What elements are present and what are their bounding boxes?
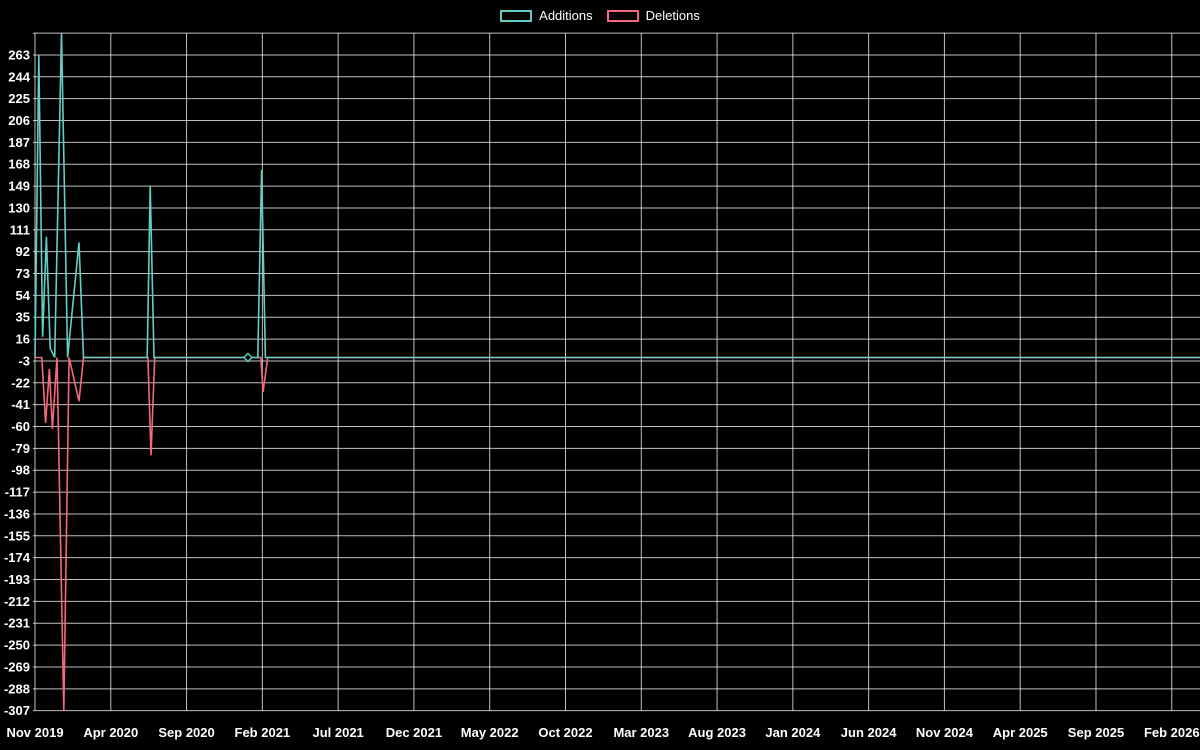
x-axis-tick-label: Aug 2023 xyxy=(688,725,746,740)
y-axis-tick-label: -174 xyxy=(4,550,31,565)
y-axis-tick-label: 54 xyxy=(16,288,31,303)
legend-item-deletions[interactable]: Deletions xyxy=(606,8,700,23)
x-axis-tick-label: Sep 2020 xyxy=(158,725,214,740)
x-axis-tick-label: Jun 2024 xyxy=(841,725,897,740)
y-axis-tick-label: -41 xyxy=(11,397,30,412)
legend-label-deletions: Deletions xyxy=(645,8,700,23)
y-axis-tick-label: 111 xyxy=(10,222,30,237)
y-axis-tick-label: -250 xyxy=(4,638,30,653)
y-axis-tick-label: -117 xyxy=(5,485,30,500)
x-axis-tick-label: Sep 2025 xyxy=(1068,725,1124,740)
y-axis-tick-label: 168 xyxy=(8,157,30,172)
x-axis-tick-label: Nov 2024 xyxy=(916,725,974,740)
legend-item-additions[interactable]: Additions xyxy=(500,8,593,23)
x-axis-tick-label: May 2022 xyxy=(461,725,519,740)
y-axis-tick-label: -3 xyxy=(18,353,30,368)
y-axis-tick-label: 187 xyxy=(8,135,30,150)
y-axis-tick-label: 244 xyxy=(8,69,30,84)
y-axis-tick-label: -98 xyxy=(11,463,30,478)
y-axis-tick-label: -212 xyxy=(4,594,30,609)
additions-line-swatch xyxy=(500,9,533,22)
y-axis-tick-label: -269 xyxy=(4,659,30,674)
x-axis-tick-label: Mar 2023 xyxy=(613,725,669,740)
x-axis-tick-label: Jul 2021 xyxy=(312,725,363,740)
x-axis-tick-label: Apr 2020 xyxy=(83,725,138,740)
x-axis-tick-label: Feb 2021 xyxy=(235,725,291,740)
deletions-line xyxy=(35,356,1200,711)
chart-legend: Additions Deletions xyxy=(0,8,1200,23)
y-axis-tick-label: 73 xyxy=(16,266,30,281)
y-axis-tick-label: 16 xyxy=(16,332,30,347)
x-axis-tick-label: Oct 2022 xyxy=(538,725,592,740)
y-axis-tick-label: 263 xyxy=(8,47,30,62)
y-axis-tick-label: -193 xyxy=(4,572,30,587)
y-axis-tick-label: -136 xyxy=(4,506,30,521)
y-axis-tick-label: 149 xyxy=(8,179,30,194)
y-axis-tick-label: 206 xyxy=(8,113,30,128)
y-axis-tick-label: -307 xyxy=(4,703,30,718)
y-axis-tick-label: -22 xyxy=(11,375,30,390)
x-axis-tick-label: Nov 2019 xyxy=(6,725,63,740)
y-axis-tick-label: -231 xyxy=(4,616,30,631)
y-axis-tick-label: -155 xyxy=(4,528,30,543)
x-axis-tick-label: Apr 2025 xyxy=(993,725,1048,740)
deletions-line-swatch xyxy=(606,9,639,22)
y-axis-tick-label: 130 xyxy=(8,200,30,215)
y-axis-tick-label: -60 xyxy=(11,419,30,434)
legend-label-additions: Additions xyxy=(539,8,593,23)
x-axis-tick-label: Feb 2026 xyxy=(1144,725,1200,740)
data-point-marker xyxy=(242,352,253,363)
y-axis-tick-label: 92 xyxy=(16,244,30,259)
x-axis-tick-label: Dec 2021 xyxy=(386,725,442,740)
y-axis-tick-label: 225 xyxy=(8,91,30,106)
y-axis-tick-label: -79 xyxy=(11,441,30,456)
y-axis-tick-label: 35 xyxy=(16,310,30,325)
additions-line xyxy=(34,33,1200,359)
x-axis-tick-label: Jan 2024 xyxy=(765,725,821,740)
y-axis-tick-label: -288 xyxy=(4,681,30,696)
